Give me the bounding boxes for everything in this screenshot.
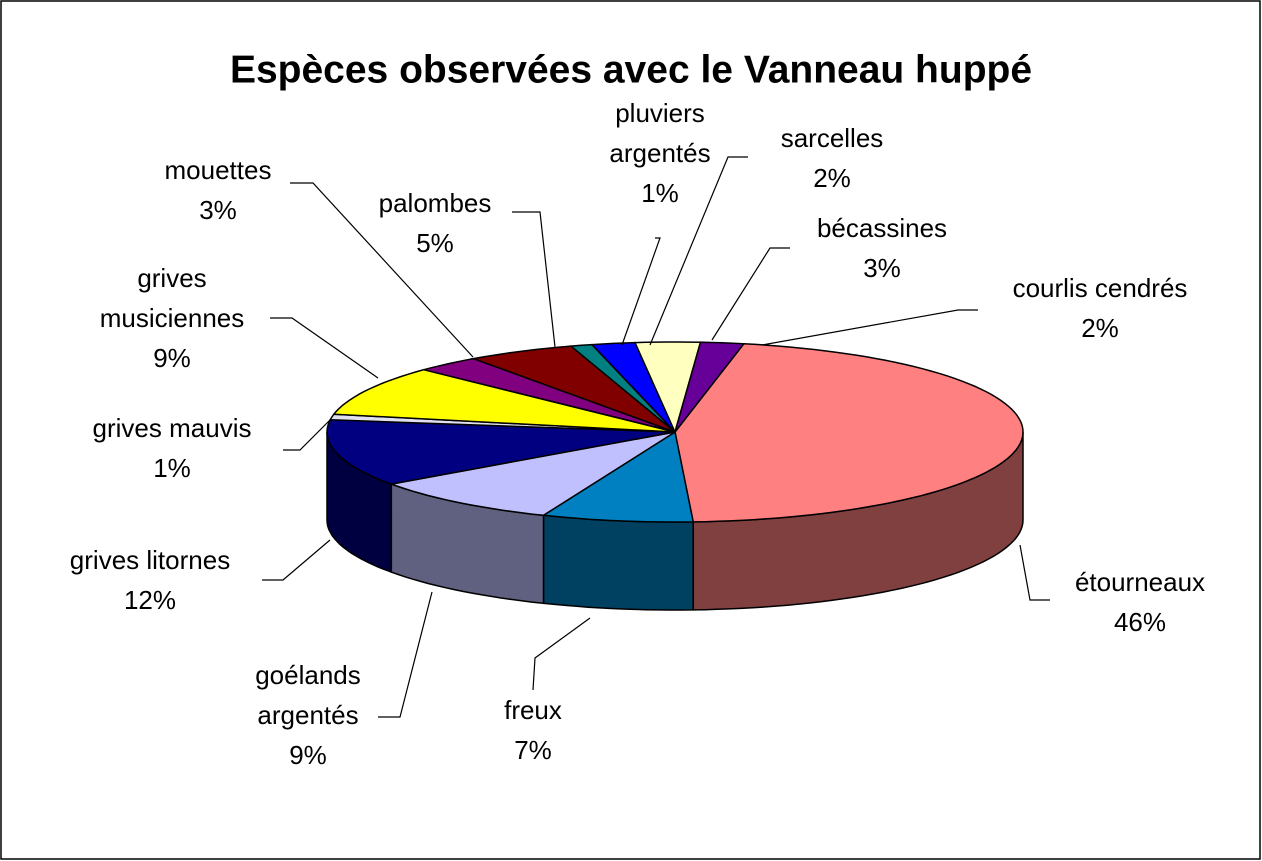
value-label: 9% bbox=[289, 740, 327, 770]
slice bbox=[674, 341, 746, 433]
category-label: goélands argentés bbox=[255, 660, 361, 730]
slice-side bbox=[542, 514, 694, 611]
leader-line bbox=[621, 237, 661, 346]
data-label: mouettes 3% bbox=[138, 150, 298, 230]
value-label: 1% bbox=[641, 178, 679, 208]
slice bbox=[633, 341, 702, 435]
leader-line bbox=[262, 539, 331, 581]
data-label: sarcelles 2% bbox=[752, 118, 912, 198]
category-label: pluviers argentés bbox=[609, 98, 711, 168]
value-label: 1% bbox=[153, 453, 191, 483]
leader-line bbox=[512, 211, 556, 348]
leader-line bbox=[532, 617, 591, 691]
value-label: 5% bbox=[416, 228, 454, 258]
value-label: 12% bbox=[123, 585, 177, 615]
leader-line bbox=[761, 309, 978, 346]
leader-line bbox=[649, 156, 748, 346]
data-label: courlis cendrés 2% bbox=[975, 268, 1225, 348]
data-label: pluviers argentés 1% bbox=[595, 93, 725, 213]
value-label: 46% bbox=[1113, 607, 1167, 637]
value-label: 9% bbox=[153, 343, 191, 373]
category-label: bécassines bbox=[816, 213, 948, 243]
category-label: sarcelles bbox=[780, 123, 884, 153]
slice bbox=[674, 343, 1024, 523]
leader-line bbox=[1019, 544, 1050, 601]
category-label: palombes bbox=[378, 188, 492, 218]
value-label: 7% bbox=[514, 735, 552, 765]
data-label: étourneaux 46% bbox=[1040, 562, 1240, 642]
data-label: freux 7% bbox=[473, 690, 593, 770]
data-label: grives musiciennes 9% bbox=[80, 258, 265, 378]
category-label: grives mauvis bbox=[92, 413, 252, 443]
leader-line bbox=[290, 182, 474, 358]
slice bbox=[388, 431, 676, 517]
category-label: grives litornes bbox=[69, 545, 231, 575]
leader-line bbox=[283, 419, 331, 451]
category-label: étourneaux bbox=[1074, 567, 1206, 597]
data-label: palombes 5% bbox=[355, 183, 515, 263]
slice bbox=[470, 345, 676, 433]
leader-line bbox=[378, 591, 433, 718]
category-label: mouettes bbox=[164, 155, 272, 185]
value-label: 3% bbox=[863, 253, 901, 283]
leader-line bbox=[711, 247, 790, 341]
slice bbox=[332, 368, 676, 433]
leader-line bbox=[270, 317, 379, 379]
data-label: bécassines 3% bbox=[782, 208, 982, 288]
slice bbox=[326, 419, 676, 485]
value-label: 2% bbox=[813, 163, 851, 193]
category-label: courlis cendrés bbox=[1012, 273, 1188, 303]
value-label: 3% bbox=[199, 195, 237, 225]
data-label: grives litornes 12% bbox=[25, 540, 275, 620]
chart-title: Espèces observées avec le Vanneau huppé bbox=[230, 48, 1032, 91]
category-label: freux bbox=[504, 695, 562, 725]
slice bbox=[541, 430, 695, 523]
data-label: goélands argentés 9% bbox=[243, 655, 373, 775]
slice bbox=[423, 357, 676, 433]
data-label: grives mauvis 1% bbox=[47, 408, 297, 488]
category-label: grives musiciennes bbox=[99, 263, 245, 333]
value-label: 2% bbox=[1081, 313, 1119, 343]
